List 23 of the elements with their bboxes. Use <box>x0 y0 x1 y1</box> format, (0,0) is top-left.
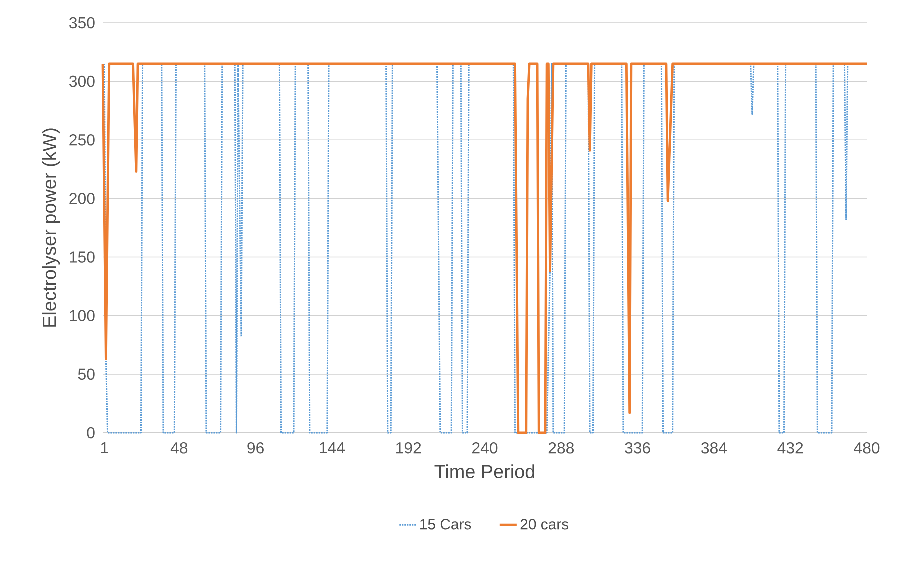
x-tick-label: 432 <box>778 442 804 454</box>
y-tick-label: 250 <box>70 134 95 146</box>
y-tick-label: 200 <box>70 193 95 204</box>
x-tick-label: 336 <box>625 442 650 454</box>
x-tick-label: 288 <box>548 442 574 454</box>
x-tick-label: 384 <box>702 442 728 454</box>
x-tick-label: 1 <box>101 442 108 454</box>
y-tick-label: 0 <box>87 427 95 439</box>
y-tick-label: 350 <box>70 17 95 29</box>
y-axis-title: Electrolyser power (kW) <box>42 128 60 327</box>
x-tick-label: 48 <box>170 442 188 454</box>
x-axis-title: Time Period <box>434 464 534 479</box>
legend-label: 15 Cars <box>420 519 472 530</box>
y-tick-label: 300 <box>70 76 95 88</box>
legend-label: 20 cars <box>520 519 569 530</box>
y-tick-label: 50 <box>78 368 95 380</box>
x-tick-label: 192 <box>396 442 422 454</box>
x-tick-label: 144 <box>320 442 346 454</box>
x-tick-label: 240 <box>472 442 498 454</box>
x-tick-label: 96 <box>248 442 264 454</box>
x-tick-label: 480 <box>854 442 880 454</box>
y-tick-label: 100 <box>70 310 95 322</box>
y-tick-label: 150 <box>70 252 95 263</box>
